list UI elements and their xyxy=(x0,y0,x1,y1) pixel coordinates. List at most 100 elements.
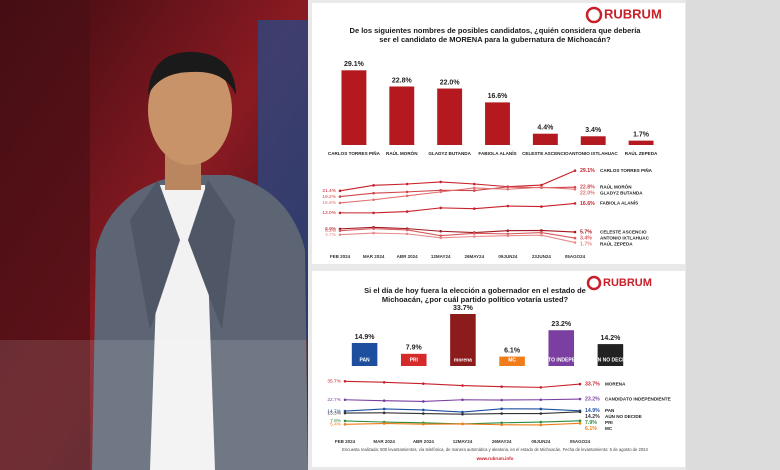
point xyxy=(472,207,476,210)
lapel-right xyxy=(188,180,235,330)
legend-label: PRI xyxy=(605,420,613,425)
point xyxy=(506,187,510,191)
value-label: 14.9% xyxy=(355,334,376,341)
x-tick-label: FABIOLA ALANÍS xyxy=(478,149,516,156)
point xyxy=(500,412,503,415)
url: www.rubrum.info xyxy=(476,456,514,461)
point xyxy=(343,379,347,383)
x-tick-label: PRI xyxy=(410,357,419,363)
value-label: 4.4% xyxy=(537,125,554,132)
bar xyxy=(389,86,415,145)
point xyxy=(573,169,577,172)
value-label: 4.7% xyxy=(325,232,337,238)
point xyxy=(338,229,342,233)
point xyxy=(338,227,342,231)
hair xyxy=(148,51,236,95)
point xyxy=(382,407,386,411)
bar xyxy=(450,314,476,366)
point xyxy=(372,211,375,215)
point xyxy=(343,409,347,413)
point xyxy=(372,231,375,235)
point xyxy=(540,231,543,234)
x-tick-label: 05AGO24 xyxy=(570,439,591,444)
legend-label: MORENA xyxy=(605,381,626,386)
point xyxy=(506,229,510,233)
value-label: 13.0% xyxy=(322,210,336,216)
point xyxy=(422,400,425,403)
lapel-left xyxy=(130,180,180,330)
bar xyxy=(400,353,427,366)
legend-label: PAN xyxy=(605,408,615,413)
point xyxy=(338,211,342,215)
point xyxy=(439,229,443,233)
point xyxy=(338,195,342,198)
logo-icon xyxy=(585,6,603,24)
logo: RUBRUM xyxy=(603,277,652,289)
value-label: 1.7% xyxy=(580,241,592,247)
value-label: 22.7% xyxy=(327,397,341,403)
value-label: 14.2% xyxy=(600,335,621,342)
point xyxy=(405,182,409,186)
bar xyxy=(437,88,463,145)
series-line xyxy=(339,170,576,192)
legend-label: GLADYZ BUTANDA xyxy=(600,190,643,195)
value-label: 29.1% xyxy=(580,168,595,174)
point xyxy=(506,232,510,236)
point xyxy=(461,422,464,426)
point xyxy=(372,227,375,230)
point xyxy=(539,412,543,415)
point xyxy=(372,184,375,187)
point xyxy=(472,232,476,235)
x-tick-label: FEB 2024 xyxy=(335,439,356,444)
legend-label: FABIOLA ALANÍS xyxy=(600,199,638,206)
x-tick-label: ANTONIO IXTLAHUAC xyxy=(569,151,619,156)
value-label: 7.9% xyxy=(585,420,597,426)
value-label: 16.8% xyxy=(322,200,336,206)
bar xyxy=(341,70,367,145)
point xyxy=(573,236,577,240)
value-label: 7.8% xyxy=(330,418,342,424)
point xyxy=(506,185,510,189)
x-tick-label: CANDIDATO INDEPENDIENTE xyxy=(526,357,598,363)
bar xyxy=(485,102,510,145)
value-label: 6.2% xyxy=(325,228,337,234)
point xyxy=(439,206,443,210)
x-tick-label: GLADYZ BUTANDA xyxy=(428,151,471,156)
x-tick-label: 12MAY24 xyxy=(453,439,473,444)
point xyxy=(382,380,386,384)
legend-label: ANTONIO IXTLAHUAC xyxy=(600,235,650,240)
point xyxy=(343,423,347,426)
value-label: 6.1% xyxy=(504,347,521,354)
point xyxy=(343,411,347,415)
point xyxy=(405,232,409,236)
bar xyxy=(580,136,606,145)
point xyxy=(343,398,347,402)
bar xyxy=(548,330,575,366)
point xyxy=(472,189,476,192)
point xyxy=(472,186,476,190)
point xyxy=(578,397,582,401)
x-tick-label: 05AGO24 xyxy=(565,254,586,259)
photo-blur xyxy=(0,0,90,470)
point xyxy=(578,419,582,423)
value-label: 33.7% xyxy=(585,381,600,387)
x-tick-label: RAÚL ZEPEDA xyxy=(625,150,658,156)
point xyxy=(500,398,503,402)
point xyxy=(573,202,577,205)
value-label: 22.8% xyxy=(392,77,413,84)
point xyxy=(439,234,443,238)
value-label: 13.3% xyxy=(327,410,341,416)
x-tick-label: MC xyxy=(508,357,516,363)
x-tick-label: PAN xyxy=(359,357,370,363)
bar xyxy=(597,344,624,366)
point xyxy=(539,423,543,427)
point xyxy=(472,235,476,238)
point xyxy=(439,236,443,240)
point xyxy=(573,185,577,189)
point xyxy=(500,407,503,411)
point xyxy=(405,228,409,232)
point xyxy=(573,241,577,244)
point xyxy=(343,419,347,423)
